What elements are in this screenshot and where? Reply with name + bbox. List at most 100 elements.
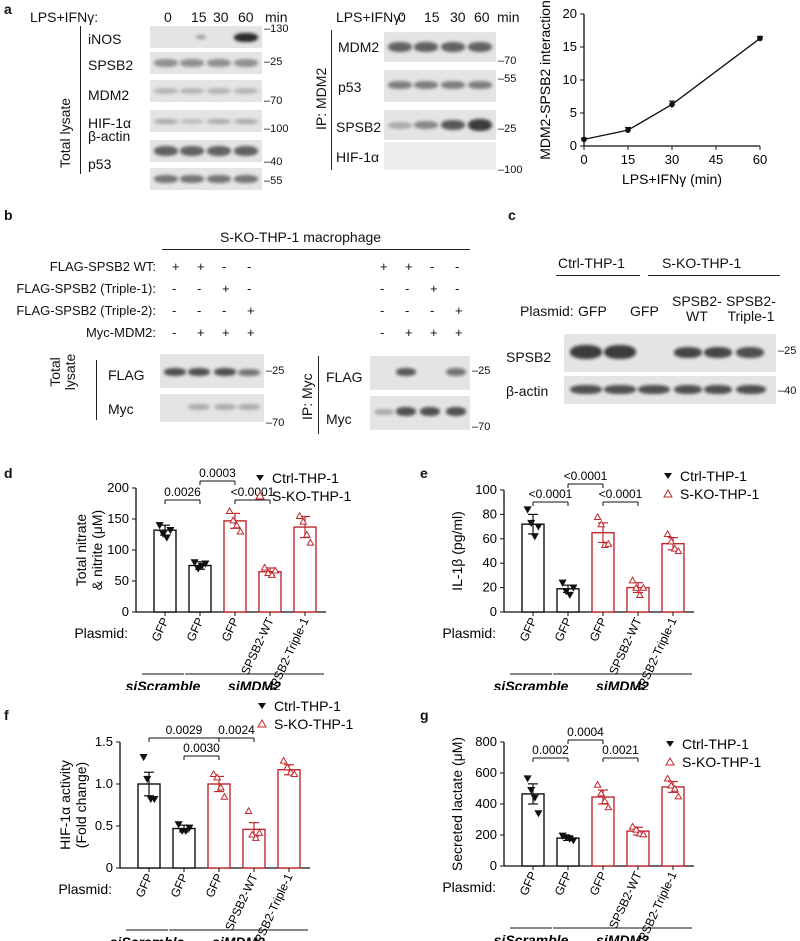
b-sign-left-0-3: - <box>247 259 252 274</box>
chart-d-data-point <box>302 530 311 538</box>
chart-f-legend-ctrl: Ctrl-THP-1 <box>274 700 341 714</box>
b-row-label-2: FLAG-SPSB2 (Triple-2): <box>16 303 156 318</box>
chart-d-pvalue: 0.0003 <box>199 466 236 480</box>
c-group-ctrl-line <box>556 275 640 276</box>
chart-d-legend-sko-marker <box>255 490 265 500</box>
chart-d-bar <box>188 564 212 613</box>
chart-d-data-point <box>299 517 308 525</box>
chart-d-plasmid-label: GFP <box>219 615 242 643</box>
chart-e-data-point <box>674 546 683 555</box>
b-sign-left-0-1: + <box>197 259 205 274</box>
a-ip-marker-55: –55 <box>498 73 517 85</box>
chart-d-data-point <box>229 516 238 524</box>
a-ip-row-mdm2: MDM2 <box>338 39 380 55</box>
chart-e-plasmid-label: GFP <box>552 615 575 643</box>
b-sign-right-1-0: - <box>380 281 385 296</box>
b-sign-right-0-0: + <box>380 259 388 274</box>
chart-d-ytick-label: 100 <box>107 542 129 557</box>
b-marker-25: –25 <box>266 365 285 377</box>
chart-f-bar <box>172 827 196 869</box>
chart-f-data-point <box>251 833 260 841</box>
chart-g-plasmid-label: GFP <box>517 869 540 897</box>
a-ytick-label: 20 <box>563 6 577 21</box>
b-sign-right-0-3: - <box>455 259 460 274</box>
chart-g-ytick-label: 400 <box>475 796 497 811</box>
b-sign-right-1-3: - <box>455 281 460 296</box>
chart-f-legend-sko: S-KO-THP-1 <box>274 716 354 732</box>
chart-e-data-point <box>597 520 606 528</box>
a-data-point <box>581 136 587 143</box>
chart-g-ytick-label: 0 <box>490 858 497 873</box>
chart-d-ytick-label: 200 <box>107 480 129 495</box>
chart-d-data-point <box>155 522 164 530</box>
b-ip-label: IP: Myc <box>299 373 315 420</box>
panel-letter-a: a <box>4 1 12 17</box>
a-blot-inos <box>150 26 262 48</box>
chart-f-plasmid-label: GFP <box>203 871 226 899</box>
chart-d-data-point <box>236 527 245 535</box>
a-ip-row-p53: p53 <box>338 79 362 95</box>
a-marker-55: –55 <box>264 175 283 187</box>
chart-d-legend-sko: S-KO-THP-1 <box>272 488 352 504</box>
chart-g-data-point <box>639 830 648 838</box>
b-ip-blot-myc <box>370 396 470 430</box>
a-ip-row-hif: HIF-1α <box>336 149 380 165</box>
a-ip-blot-mdm2 <box>384 32 496 62</box>
chart-f-data-point <box>290 769 299 778</box>
chart-e-data-point <box>558 579 567 587</box>
chart-f-legend-ctrl-marker <box>258 703 266 709</box>
a-xtick-label: 15 <box>621 152 635 167</box>
chart-d-siscramble-label: siScramble <box>126 678 201 690</box>
chart-f-data-point <box>143 775 152 783</box>
chart-e-legend-sko-marker <box>663 488 673 498</box>
chart-d-ytick-label: 150 <box>107 511 129 526</box>
b-sign-right-0-2: - <box>430 259 435 274</box>
a-xtick-label: 0 <box>580 152 587 167</box>
chart-f-legend-sko-marker <box>257 718 267 728</box>
a-marker-70: –70 <box>264 95 283 107</box>
chart-e-legend-sko: S-KO-THP-1 <box>680 486 760 502</box>
chart-e-data-point <box>639 583 648 591</box>
c-marker-40: –40 <box>778 385 797 397</box>
chart-e-ytick-label: 40 <box>483 555 497 570</box>
b-sign-left-3-3: + <box>247 325 255 340</box>
b-sign-right-3-1: + <box>405 325 413 340</box>
chart-d-legend-ctrl: Ctrl-THP-1 <box>272 470 339 486</box>
chart-d-data-point <box>271 566 280 574</box>
chart-g-data-point <box>632 825 641 833</box>
chart-e-data-point <box>530 533 539 541</box>
a-ip-marker-100: –100 <box>498 164 523 176</box>
a-blot-p53 <box>150 168 262 190</box>
chart-g-simdm2-label: siMDM2 <box>596 932 649 941</box>
b-sign-left-1-1: - <box>197 281 202 296</box>
chart-d-plasmid-label: GFP <box>184 615 207 643</box>
chart-d-data-point <box>201 560 210 568</box>
chart-e-data-point <box>604 539 613 547</box>
a-time-0: 0 <box>164 9 172 25</box>
c-group-sko: S-KO-THP-1 <box>662 255 742 271</box>
b-ip-blot-flag <box>370 356 470 390</box>
chart-f-data-point <box>139 754 148 762</box>
a-row-inos: iNOS <box>88 31 122 47</box>
chart-g-data-point <box>527 786 536 795</box>
chart-d-pvalue: <0.0001 <box>231 485 275 499</box>
a-time-unit: min <box>265 9 288 25</box>
chart-d-plasmid-label: GFP <box>149 615 172 643</box>
b-sign-right-2-2: - <box>430 303 435 318</box>
a-ip-label: IP: MDM2 <box>313 67 329 130</box>
b-ip-marker-25: –25 <box>472 365 491 377</box>
chart-d-data-point <box>295 511 304 519</box>
a-row-p53: p53 <box>88 156 112 172</box>
a-marker-100: –100 <box>264 123 289 135</box>
b-sign-right-2-3: + <box>455 303 463 318</box>
chart-d-bar <box>153 529 177 613</box>
a-ip-time-0: 0 <box>398 9 406 25</box>
chart-f-siscramble-label: siScramble <box>110 934 185 941</box>
chart-d-simdm2-label: siMDM2 <box>228 678 281 690</box>
chart-f-bar <box>207 783 231 869</box>
chart-g-pvalue: 0.0002 <box>532 743 569 757</box>
a-xtick-label: 45 <box>709 152 723 167</box>
chart-f-pvalue: 0.0029 <box>166 723 203 737</box>
chart-d-data-point <box>190 559 199 567</box>
chart-d-data-point <box>159 530 168 538</box>
